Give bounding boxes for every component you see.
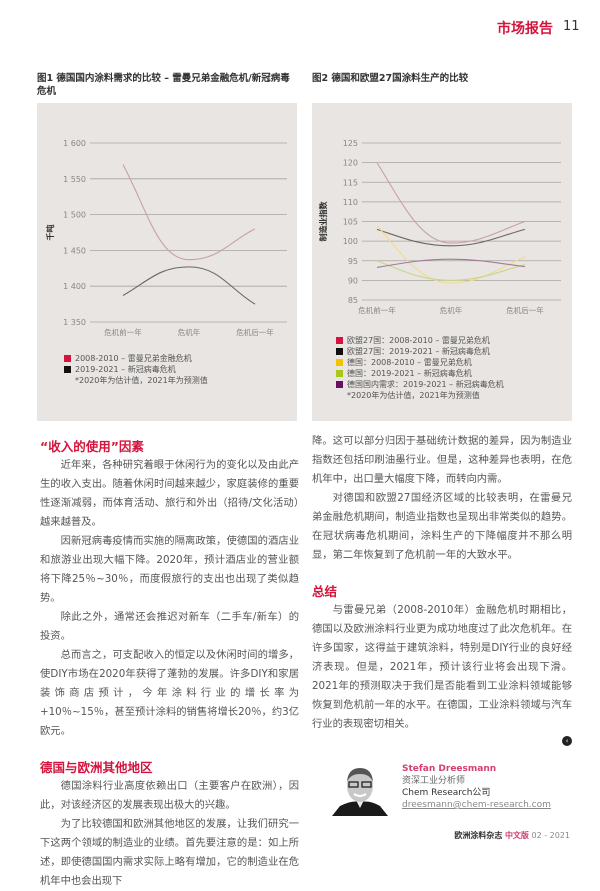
paragraph: 与雷曼兄弟（2008-2010年）金融危机时期相比，德国以及欧洲涂料行业更为成功… — [312, 604, 572, 730]
figure1-panel: 1 350 1 400 1 450 1 500 1 550 1 600 危机前一年 危机年 危机… — [37, 103, 297, 421]
figure2-chart: 85 90 95 100 105 110 115 120 125 危机前一年 危机年 危机后一年 制造业… — [318, 139, 561, 315]
series-line — [376, 225, 526, 284]
paragraph: 除此之外，通常还会推迟对新车（二手车/新车）的投资。 — [40, 611, 299, 642]
x-tick-label: 危机年 — [178, 327, 201, 337]
end-mark-icon: ‹ — [562, 736, 572, 746]
legend-item: 欧盟27国：2008-2010 – 雷曼兄弟危机 — [336, 335, 504, 346]
y-tick-label: 1 600 — [63, 139, 86, 148]
author-title: 资深工业分析师 — [402, 776, 466, 786]
legend-label: 德国：2008-2010 – 雷曼兄弟危机 — [347, 358, 472, 367]
y-tick-label: 95 — [348, 257, 358, 266]
y-tick-label: 85 — [348, 296, 358, 305]
heading-summary: 总结 — [312, 584, 338, 599]
y-tick-label: 105 — [343, 218, 358, 227]
y-tick-label: 100 — [343, 237, 358, 246]
y-tick-label: 1 350 — [63, 318, 86, 327]
legend-item: 2019-2021 – 新冠病毒危机 — [64, 364, 208, 375]
y-tick-label: 1 550 — [63, 175, 86, 184]
paragraph: 因新冠病毒疫情而实施的隔离政策，使德国的酒店业和旅游业出现大幅下降。2020年，… — [40, 535, 299, 604]
legend-label: 2008-2010 – 雷曼兄弟金融危机 — [75, 354, 192, 363]
y-axis-label: 制造业指数 — [318, 201, 328, 242]
y-tick-label: 90 — [348, 276, 358, 285]
series-line — [376, 260, 526, 281]
series-line — [122, 164, 256, 261]
series-line — [376, 162, 526, 244]
heading-income-use: “收入的使用”因素 — [40, 439, 144, 454]
legend-label: 欧盟27国：2019-2021 – 新冠病毒危机 — [347, 347, 490, 356]
author-info: Stefan Dreesmann 资深工业分析师 Chem Research公司… — [402, 760, 551, 816]
paragraph: 德国涂料行业高度依赖出口（主要客户在欧洲），因此，对该经济区的发展表现出极大的兴… — [40, 780, 299, 811]
legend-label: 德国国内需求：2019-2021 – 新冠病毒危机 — [347, 380, 504, 389]
legend-label: 欧盟27国：2008-2010 – 雷曼兄弟危机 — [347, 336, 490, 345]
legend-item: 欧盟27国：2019-2021 – 新冠病毒危机 — [336, 346, 504, 357]
legend-swatch — [64, 355, 71, 362]
legend-swatch — [64, 366, 71, 373]
x-tick-label: 危机年 — [440, 305, 463, 315]
paragraph: 对德国和欧盟27国经济区域的比较表明，在雷曼兄弟金融危机期间，制造业指数也呈现出… — [312, 492, 572, 561]
figure1-chart: 1 350 1 400 1 450 1 500 1 550 1 600 危机前一年 危机年 危机… — [45, 139, 287, 337]
legend-label: 德国：2019-2021 – 新冠病毒危机 — [347, 369, 472, 378]
x-tick-label: 危机前一年 — [104, 327, 142, 337]
series-line — [376, 258, 526, 268]
author-block: Stefan Dreesmann 资深工业分析师 Chem Research公司… — [330, 760, 572, 816]
heading-germany-europe: 德国与欧洲其他地区 — [40, 760, 153, 775]
legend-swatch — [336, 348, 343, 355]
legend-swatch — [336, 381, 343, 388]
x-tick-label: 危机后一年 — [506, 305, 544, 315]
footer-edition: 中文版 — [504, 831, 529, 840]
legend-item: 2008-2010 – 雷曼兄弟金融危机 — [64, 353, 208, 364]
right-column: 降。这可以部分归因于基础统计数据的差异，因为制造业指数还包括印刷油墨行业。但是，… — [312, 432, 572, 816]
paragraph: 为了比较德国和欧洲其他地区的发展，让我们研究一下这两个领域的制造业的业绩。首先要… — [40, 818, 299, 887]
y-tick-label: 125 — [343, 139, 358, 148]
y-tick-label: 1 400 — [63, 282, 86, 291]
y-tick-label: 1 500 — [63, 211, 86, 220]
footer-magazine: 欧洲涂料杂志 — [454, 831, 503, 840]
series-line — [376, 228, 526, 247]
paragraph: 总而言之，可支配收入的恒定以及休闲时间的增多，使DIY市场在2020年获得了蓬勃… — [40, 649, 299, 737]
figure2-legend: 欧盟27国：2008-2010 – 雷曼兄弟危机 欧盟27国：2019-2021… — [336, 335, 504, 401]
legend-item: 德国：2019-2021 – 新冠病毒危机 — [336, 368, 504, 379]
figure1-legend: 2008-2010 – 雷曼兄弟金融危机 2019-2021 – 新冠病毒危机 … — [64, 353, 208, 386]
legend-note: *2020年为估计值，2021年为预测值 — [75, 376, 208, 385]
footer: 欧洲涂料杂志 中文版 02 - 2021 — [454, 830, 570, 841]
page-number: 11 — [563, 19, 580, 34]
paragraph: 近年来，各种研究着眼于休闲行为的变化以及由此产生的收入支出。随着休闲时间越来越少… — [40, 459, 299, 528]
footer-issue: 02 - 2021 — [531, 831, 570, 840]
author-email[interactable]: dreesmann@chem-research.com — [402, 800, 551, 810]
author-photo — [332, 768, 388, 816]
author-company: Chem Research公司 — [402, 788, 491, 798]
y-tick-label: 1 450 — [63, 246, 86, 255]
x-tick-label: 危机前一年 — [358, 305, 396, 315]
legend-item: 德国：2008-2010 – 雷曼兄弟危机 — [336, 357, 504, 368]
figure1-title: 图1 德国国内涂料需求的比较 – 雷曼兄弟金融危机/新冠病毒危机 — [37, 73, 290, 97]
legend-item: 德国国内需求：2019-2021 – 新冠病毒危机 — [336, 379, 504, 390]
left-column: “收入的使用”因素 近年来，各种研究着眼于休闲行为的变化以及由此产生的收入支出。… — [40, 438, 299, 891]
legend-label: 2019-2021 – 新冠病毒危机 — [75, 365, 176, 374]
y-tick-label: 110 — [343, 198, 358, 207]
series-line — [122, 266, 256, 305]
legend-swatch — [336, 359, 343, 366]
legend-swatch — [336, 337, 343, 344]
paragraph: 降。这可以部分归因于基础统计数据的差异，因为制造业指数还包括印刷油墨行业。但是，… — [312, 435, 572, 485]
section-label: 市场报告 — [497, 21, 553, 37]
end-mark-row: ‹ — [312, 736, 572, 746]
y-tick-label: 115 — [343, 178, 358, 187]
legend-note: *2020年为估计值，2021年为预测值 — [347, 391, 480, 400]
y-tick-label: 120 — [343, 159, 358, 168]
figure2-panel: 85 90 95 100 105 110 115 120 125 危机前一年 危机年 危机后一年 制造业… — [312, 103, 572, 421]
legend-swatch — [336, 370, 343, 377]
y-axis-label: 千吨 — [45, 225, 55, 241]
author-name: Stefan Dreesmann — [402, 764, 497, 774]
x-tick-label: 危机后一年 — [236, 327, 274, 337]
figure2-title: 图2 德国和欧盟27国涂料生产的比较 — [312, 73, 469, 84]
